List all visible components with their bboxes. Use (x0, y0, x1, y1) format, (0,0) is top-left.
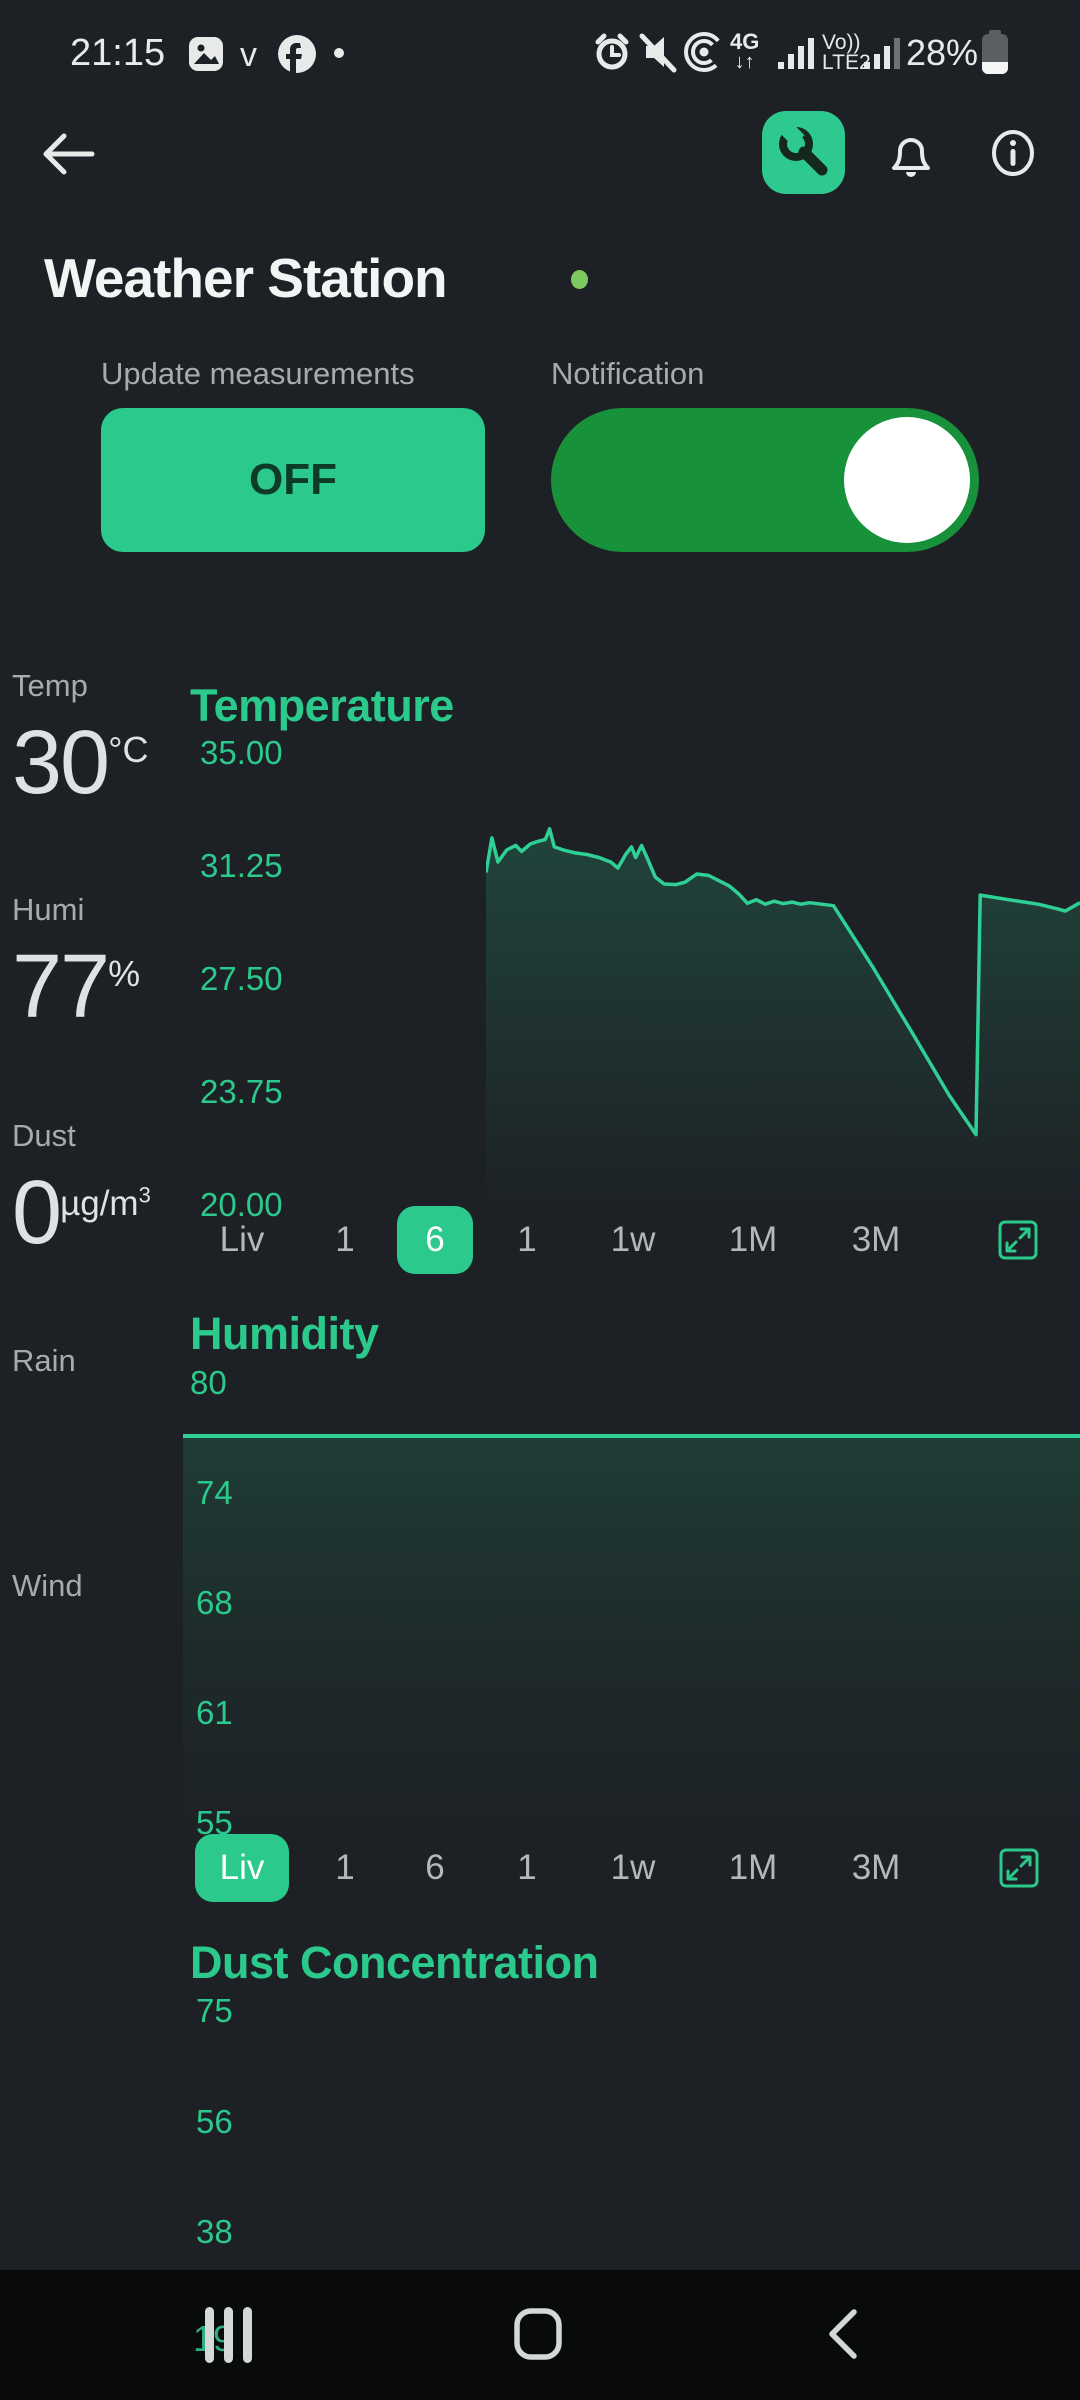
status-time: 21:15 (70, 32, 166, 74)
humi-ytick: 68 (196, 1584, 233, 1621)
back-button[interactable] (38, 128, 98, 180)
online-status-dot (571, 270, 588, 289)
humi-value: 77% (12, 937, 141, 1037)
facebook-notification-icon (278, 35, 316, 73)
temp-ytick: 31.25 (200, 847, 283, 884)
battery-status-icon (982, 30, 1008, 74)
humidity-range-1-3[interactable]: 1 (517, 1848, 537, 1887)
temperature-expand-button[interactable] (998, 1220, 1038, 1260)
hotspot-status-icon (684, 32, 724, 72)
temperature-range-Liv-0[interactable]: Liv (219, 1220, 265, 1259)
recents-button[interactable] (203, 2305, 255, 2365)
toggle-knob (844, 417, 970, 543)
dust-label: Dust (12, 1118, 76, 1153)
dust-value: 0µg/m3 (12, 1163, 151, 1263)
update-measurements-label: Update measurements (101, 356, 415, 391)
humidity-chart-title: Humidity (190, 1308, 379, 1359)
wind-label: Wind (12, 1568, 83, 1603)
info-button[interactable] (990, 129, 1036, 177)
humidity-range-6-2[interactable]: 6 (425, 1848, 445, 1887)
more-notifications-dot (334, 48, 344, 58)
gallery-notification-icon (189, 37, 223, 71)
humidity-range-1M-5[interactable]: 1M (728, 1848, 778, 1887)
back-nav-button[interactable] (824, 2308, 862, 2360)
page-title: Weather Station (44, 247, 448, 309)
mute-status-icon (639, 33, 677, 73)
dust-ytick: 56 (196, 2103, 233, 2140)
temperature-range-1M-5[interactable]: 1M (728, 1220, 778, 1259)
dust-chart-title: Dust Concentration (190, 1937, 599, 1988)
temperature-range-active-pill (397, 1206, 473, 1274)
temperature-line-chart (486, 827, 1080, 1214)
temperature-range-1-3[interactable]: 1 (517, 1220, 537, 1259)
notification-label: Notification (551, 356, 705, 391)
temp-ytick: 27.50 (200, 960, 283, 997)
humidity-range-3M-6[interactable]: 3M (851, 1848, 901, 1887)
network-type-status-icon: 4G ↓↑ (730, 29, 760, 73)
home-button[interactable] (514, 2308, 562, 2360)
volte-status-icon: Vo)) LTE2 (822, 31, 871, 74)
temp-value: 30°C (12, 713, 149, 813)
humi-label: Humi (12, 892, 85, 927)
temp-ytick: 20.00 (200, 1186, 283, 1223)
humidity-range-Liv-0[interactable]: Liv (219, 1848, 265, 1887)
notification-toggle[interactable] (551, 408, 979, 552)
temperature-range-1w-4[interactable]: 1w (610, 1220, 656, 1259)
notifications-bell-button[interactable] (888, 128, 934, 180)
temp-ytick: 23.75 (200, 1073, 283, 1110)
humi-ytick: 80 (190, 1364, 227, 1401)
signal-bars-2-icon (864, 38, 900, 69)
v-app-notification-icon: v (240, 36, 257, 74)
humidity-range-1w-4[interactable]: 1w (610, 1848, 656, 1887)
humi-ytick: 61 (196, 1694, 233, 1731)
temperature-chart-title: Temperature (190, 680, 454, 731)
rain-label: Rain (12, 1343, 76, 1378)
navigation-bar (0, 2270, 1080, 2400)
humidity-range-1-1[interactable]: 1 (335, 1848, 355, 1887)
humi-ytick: 74 (196, 1474, 233, 1511)
humidity-range-active-pill (195, 1834, 289, 1902)
battery-percent-text: 28% (906, 32, 979, 73)
settings-wrench-button[interactable] (762, 111, 845, 194)
dust-ytick: 38 (196, 2213, 233, 2250)
wrench-icon (777, 119, 828, 176)
temperature-range-3M-6[interactable]: 3M (851, 1220, 901, 1259)
signal-bars-1-icon (778, 38, 814, 69)
humidity-line-chart (183, 1434, 1080, 1842)
update-measurements-off-button[interactable]: OFF (101, 408, 485, 552)
temperature-range-1-1[interactable]: 1 (335, 1220, 355, 1259)
temp-ytick: 35.00 (200, 734, 283, 771)
humidity-expand-button[interactable] (999, 1848, 1039, 1888)
temp-label: Temp (12, 668, 88, 703)
temperature-range-6-2[interactable]: 6 (425, 1220, 445, 1259)
dust-ytick: 75 (196, 1992, 233, 2029)
alarm-status-icon (595, 33, 629, 70)
